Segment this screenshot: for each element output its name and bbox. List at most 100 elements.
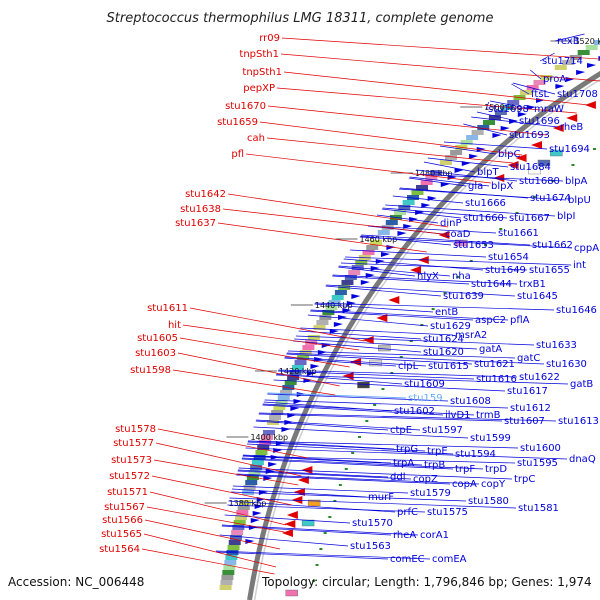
reverse-gene-leader: [385, 204, 556, 217]
forward-strand-arrow: [291, 496, 303, 504]
feature-ring-block: [494, 110, 507, 115]
forward-gene-label: stu1571: [107, 487, 148, 498]
reverse-gene-label: hlyX: [417, 271, 439, 282]
reverse-gene-leader: [409, 176, 490, 187]
forward-gene-leader: [267, 105, 547, 136]
forward-strand-arrow: [438, 231, 450, 239]
gc-track-dot: [484, 244, 488, 246]
reverse-gene-leader: [423, 161, 476, 173]
feature-ring-block: [222, 570, 235, 575]
forward-gene-label: pepXP: [243, 83, 275, 94]
reverse-gene-label: stu1649: [485, 265, 526, 276]
reverse-gene-leader: [361, 234, 531, 246]
reverse-gene-leader: [294, 338, 478, 350]
gc-track-dot: [469, 260, 473, 262]
inner-feature-box: [285, 589, 298, 597]
forward-gene-label: stu1638: [180, 204, 221, 215]
reverse-strand-arrow: [268, 462, 278, 467]
reverse-gene-label: stu1698: [488, 104, 529, 115]
reverse-gene-label: cppA: [574, 243, 599, 254]
feature-ring-block: [220, 580, 233, 585]
reverse-gene-leader: [398, 188, 567, 201]
feature-ring-block: [248, 470, 261, 475]
reverse-gene-label: stu1624: [423, 334, 464, 345]
feature-ring-block: [425, 175, 438, 180]
reverse-gene-leader: [277, 370, 475, 380]
gc-track-dot: [365, 420, 369, 422]
feature-ring-block: [239, 500, 252, 505]
reverse-gene-label: ftsL: [531, 89, 549, 100]
accession-label: Accession: NC_006448: [8, 575, 144, 589]
reverse-gene-leader: [219, 534, 349, 547]
forward-gene-leader: [217, 222, 427, 253]
reverse-gene-leader: [221, 525, 392, 536]
feature-ring-block: [562, 60, 575, 65]
reverse-gene-leader: [241, 458, 454, 470]
reverse-gene-leader: [267, 393, 449, 402]
feature-ring-block: [407, 195, 420, 200]
reverse-strand-arrow: [254, 504, 264, 509]
reverse-gene-label: stu1599: [470, 433, 511, 444]
forward-strand-arrow: [531, 141, 543, 149]
feature-ring-block: [450, 150, 463, 155]
forward-strand-arrow: [584, 101, 596, 109]
reverse-gene-leader: [427, 157, 509, 168]
forward-gene-label: hit: [168, 320, 181, 331]
gc-track-dot: [499, 228, 503, 230]
feature-ring-block: [231, 530, 244, 535]
feature-ring-block: [245, 480, 258, 485]
reverse-gene-leader: [325, 285, 442, 297]
feature-ring-block: [585, 45, 598, 50]
reverse-gene-leader: [471, 116, 559, 128]
forward-strand-arrow: [301, 466, 313, 474]
reverse-gene-leader: [376, 214, 439, 224]
reverse-gene-label: stu1595: [517, 458, 558, 469]
reverse-gene-label: comEC: [390, 554, 425, 565]
reverse-gene-label: murF: [368, 492, 394, 503]
feature-ring-block: [398, 205, 411, 210]
reverse-gene-label: ilvD1: [445, 410, 471, 421]
reverse-gene-label: stu1575: [427, 507, 468, 518]
feature-ring-block: [488, 115, 501, 120]
reverse-gene-label: trpA: [393, 458, 414, 469]
reverse-gene-label: stu1609: [404, 379, 445, 390]
reverse-gene-label: stu1594: [455, 449, 496, 460]
feature-ring-block: [313, 325, 326, 330]
reverse-gene-label: prfC: [397, 507, 418, 518]
feature-ring-block: [322, 310, 335, 315]
feature-ring-block: [477, 125, 490, 130]
reverse-gene-label: blpI: [557, 211, 575, 222]
feature-ring-block: [255, 450, 268, 455]
feature-ring-block: [344, 275, 357, 280]
forward-strand-arrow: [566, 114, 578, 122]
reverse-strand-arrow: [252, 511, 262, 516]
feature-ring-block: [229, 535, 242, 540]
reverse-strand-arrow: [284, 420, 294, 425]
forward-gene-leader: [177, 352, 340, 387]
feature-ring-block: [264, 425, 277, 430]
feature-ring-block: [232, 525, 245, 530]
feature-ring-block: [319, 315, 332, 320]
reverse-strand-arrow: [386, 245, 396, 250]
feature-ring-block: [411, 190, 424, 195]
feature-ring-block: [292, 365, 305, 370]
feature-ring-block: [227, 545, 240, 550]
forward-gene-leader: [189, 307, 365, 342]
reverse-strand-arrow: [415, 210, 425, 215]
reverse-gene-leader: [392, 195, 464, 204]
reverse-gene-leader: [236, 473, 480, 485]
reverse-gene-leader: [326, 284, 516, 297]
reverse-gene-leader: [350, 249, 487, 258]
reverse-strand-arrow: [281, 427, 291, 432]
feature-ring-block: [302, 345, 315, 350]
forward-strand-arrow: [552, 124, 564, 132]
reverse-gene-leader: [275, 374, 569, 385]
reverse-strand-arrow: [245, 539, 255, 544]
feature-ring-block: [228, 540, 241, 545]
inner-feature-box: [537, 159, 551, 167]
inner-feature-box: [528, 167, 541, 175]
reverse-strand-arrow: [329, 329, 339, 334]
reverse-strand-arrow: [263, 476, 273, 481]
forward-gene-leader: [280, 53, 600, 82]
reverse-gene-label: stu1661: [498, 228, 539, 239]
